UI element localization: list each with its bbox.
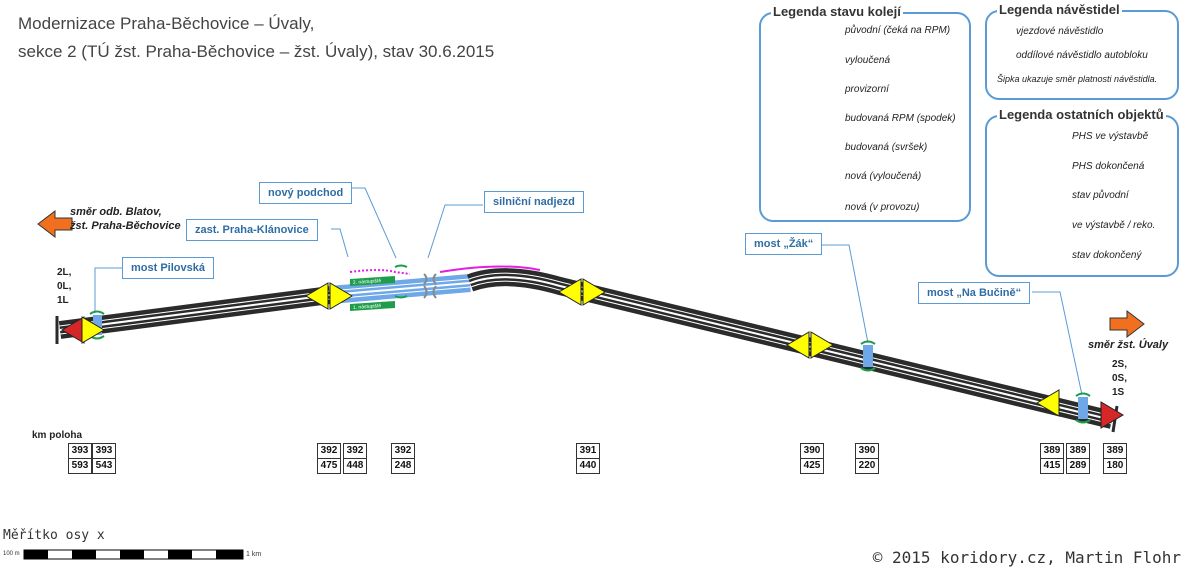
km-marker: 390 220 bbox=[855, 443, 879, 474]
km-marker: 391 440 bbox=[576, 443, 600, 474]
legend-track-new-operating: nová (v provozu) bbox=[845, 202, 920, 213]
legend-track-rpm-base: budovaná RPM (spodek) bbox=[845, 113, 956, 124]
signal-legend-title: Legenda návěstidel bbox=[997, 2, 1122, 17]
km-marker: 389 415 bbox=[1040, 443, 1064, 474]
direction-west-label: směr odb. Blatov, žst. Praha-Běchovice bbox=[70, 206, 181, 232]
km-marker: 392 448 bbox=[343, 443, 367, 474]
callout-most-pilovska: most Pilovská bbox=[122, 257, 214, 279]
legend-phs-construction: PHS ve výstavbě bbox=[1072, 131, 1149, 142]
track-state-legend: Legenda stavu kolejí bbox=[759, 4, 971, 222]
km-marker: 393 543 bbox=[92, 443, 116, 474]
noise-barrier-dotted bbox=[349, 269, 411, 275]
callout-most-zak: most „Žák“ bbox=[745, 233, 823, 255]
scale-start-label: 100 m bbox=[3, 551, 20, 557]
other-objects-legend: Legenda ostatních objektů bbox=[985, 107, 1179, 277]
scale-label: Měřítko osy x bbox=[3, 528, 105, 543]
direction-arrow-west-icon bbox=[37, 209, 73, 239]
legend-state-original: stav původní bbox=[1072, 190, 1129, 201]
track-group bbox=[55, 267, 1119, 433]
km-marker: 389 289 bbox=[1066, 443, 1090, 474]
road-overpass bbox=[423, 273, 437, 299]
legend-block-signal: oddílové návěstidlo autobloku bbox=[1016, 50, 1148, 61]
bridge-zak bbox=[860, 340, 876, 372]
diagram-title-line2: sekce 2 (TÚ žst. Praha-Běchovice – žst. … bbox=[18, 42, 495, 61]
callout-most-na-bucine: most „Na Bučině“ bbox=[918, 282, 1031, 304]
callout-novy-podchod: nový podchod bbox=[259, 182, 353, 204]
track-section-provisional bbox=[329, 273, 471, 305]
platform-1: 1. nástupiště bbox=[350, 301, 395, 311]
entry-signal-east bbox=[1100, 401, 1124, 429]
track-section-west-original bbox=[58, 285, 332, 340]
km-marker: 389 180 bbox=[1103, 443, 1127, 474]
legend-track-new-excluded: nová (vyloučená) bbox=[845, 171, 922, 182]
km-marker: 392 475 bbox=[317, 443, 341, 474]
copyright: © 2015 koridory.cz, Martin Flohr bbox=[872, 548, 1181, 567]
bridge-na-bucine bbox=[1075, 392, 1091, 424]
scale-end-label: 1 km bbox=[246, 551, 262, 558]
legend-phs-completed: PHS dokončená bbox=[1072, 161, 1145, 172]
direction-arrow-east-icon bbox=[1109, 309, 1145, 339]
km-marker: 390 425 bbox=[800, 443, 824, 474]
legend-entry-signal: vjezdové návěstidlo bbox=[1016, 26, 1104, 37]
km-marker: 392 248 bbox=[391, 443, 415, 474]
legend-signal-note: Šipka ukazuje směr platnosti návěstidla. bbox=[997, 74, 1158, 84]
platform-1-label: 1. nástupiště bbox=[353, 303, 382, 311]
diagram-title-line1: Modernizace Praha-Běchovice – Úvaly, bbox=[18, 14, 315, 33]
callout-zast-klanovice: zast. Praha-Klánovice bbox=[186, 219, 318, 241]
legend-track-excluded: vyloučená bbox=[845, 55, 891, 66]
track-numbers-west: 2L, 0L, 1L bbox=[57, 267, 72, 306]
km-marker: 393 593 bbox=[68, 443, 92, 474]
signal-legend: Legenda návěstidel bbox=[985, 2, 1179, 100]
legend-state-construction: ve výstavbě / reko. bbox=[1072, 220, 1156, 231]
other-legend-title: Legenda ostatních objektů bbox=[997, 107, 1166, 122]
block-signal-east bbox=[1036, 389, 1060, 417]
km-heading: km poloha bbox=[32, 430, 83, 441]
block-signal-klanovice bbox=[305, 282, 353, 310]
legend-state-completed: stav dokončený bbox=[1072, 250, 1142, 261]
underpass-new bbox=[394, 264, 408, 299]
callout-leaders bbox=[94, 187, 1083, 396]
callout-silnicni-nadjezd: silniční nadjezd bbox=[484, 191, 584, 213]
block-signal-390-425 bbox=[786, 331, 834, 359]
scale-bar bbox=[23, 549, 244, 560]
legend-track-superstructure: budovaná (svršek) bbox=[845, 142, 928, 153]
block-signal-391-440 bbox=[558, 278, 606, 306]
track-numbers-east: 2S, 0S, 1S bbox=[1112, 359, 1128, 398]
track-legend-title: Legenda stavu kolejí bbox=[771, 4, 903, 19]
platform-2-label: 2. nástupiště bbox=[353, 278, 382, 286]
block-signal-west bbox=[81, 316, 105, 344]
platform-2: 2. nástupiště bbox=[350, 276, 395, 286]
legend-track-original: původní (čeká na RPM) bbox=[845, 25, 951, 36]
legend-track-provisional: provizorní bbox=[845, 84, 889, 95]
noise-barrier-solid bbox=[439, 265, 541, 273]
track-section-east-original bbox=[466, 267, 1115, 430]
direction-east-label: směr žst. Úvaly bbox=[1088, 339, 1169, 351]
